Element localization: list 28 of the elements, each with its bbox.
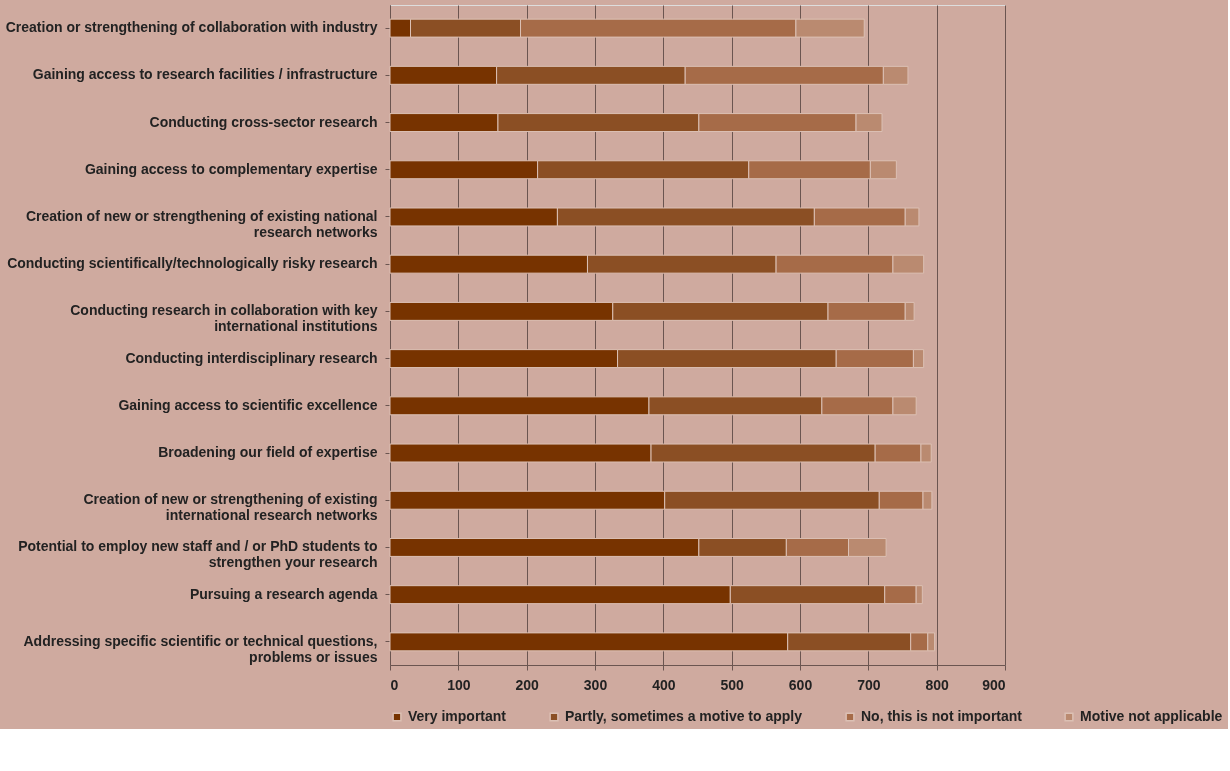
y-tick-label: Gaining access to scientific excellence xyxy=(118,396,378,413)
legend-label: No, this is not important xyxy=(861,708,1023,724)
x-tick-label: 100 xyxy=(447,676,471,693)
legend-label: Motive not applicable xyxy=(1080,708,1223,724)
y-tick-label: Conducting scientifically/technologically risky research xyxy=(7,255,378,272)
x-tick-label: 600 xyxy=(788,676,813,693)
x-tick-label: 900 xyxy=(982,676,1006,693)
x-tick-label: 700 xyxy=(857,676,881,693)
x-tick-label: 0 xyxy=(390,676,399,693)
y-tick-label: Creation of new or strengthening of existing international research networks xyxy=(83,491,378,524)
y-tick-label: Conducting cross-sector research xyxy=(149,113,378,130)
x-tick-label: 200 xyxy=(515,676,540,693)
x-tick-label: 800 xyxy=(925,676,950,693)
x-tick-label: 400 xyxy=(652,676,676,693)
x-tick-label: 500 xyxy=(720,676,745,693)
y-tick-label: Conducting interdisciplinary research xyxy=(125,349,378,366)
y-tick-label: Gaining access to research facilities / infrastructure xyxy=(32,66,378,83)
x-tick-label: 300 xyxy=(583,676,608,693)
y-tick-label: Broadening our field of expertise xyxy=(158,444,378,461)
y-tick-label: Potential to employ new staff and / or PhD students to strengthen your research xyxy=(18,538,378,571)
legend-label: Very important xyxy=(408,708,507,724)
y-tick-label: Conducting research in collaboration with key international institutions xyxy=(70,302,378,335)
y-tick-label: Gaining access to complementary expertise xyxy=(84,160,378,177)
y-tick-label: Pursuing a research agenda xyxy=(189,585,378,602)
y-tick-label: Creation of new or strengthening of existing national research networks xyxy=(25,207,378,240)
y-tick-label: Creation or strengthening of collaboration with industry xyxy=(5,19,378,36)
legend-label: Partly, sometimes a motive to apply xyxy=(565,708,803,724)
y-tick-label: Addressing specific scientific or technical questions, problems or issues xyxy=(23,632,378,665)
